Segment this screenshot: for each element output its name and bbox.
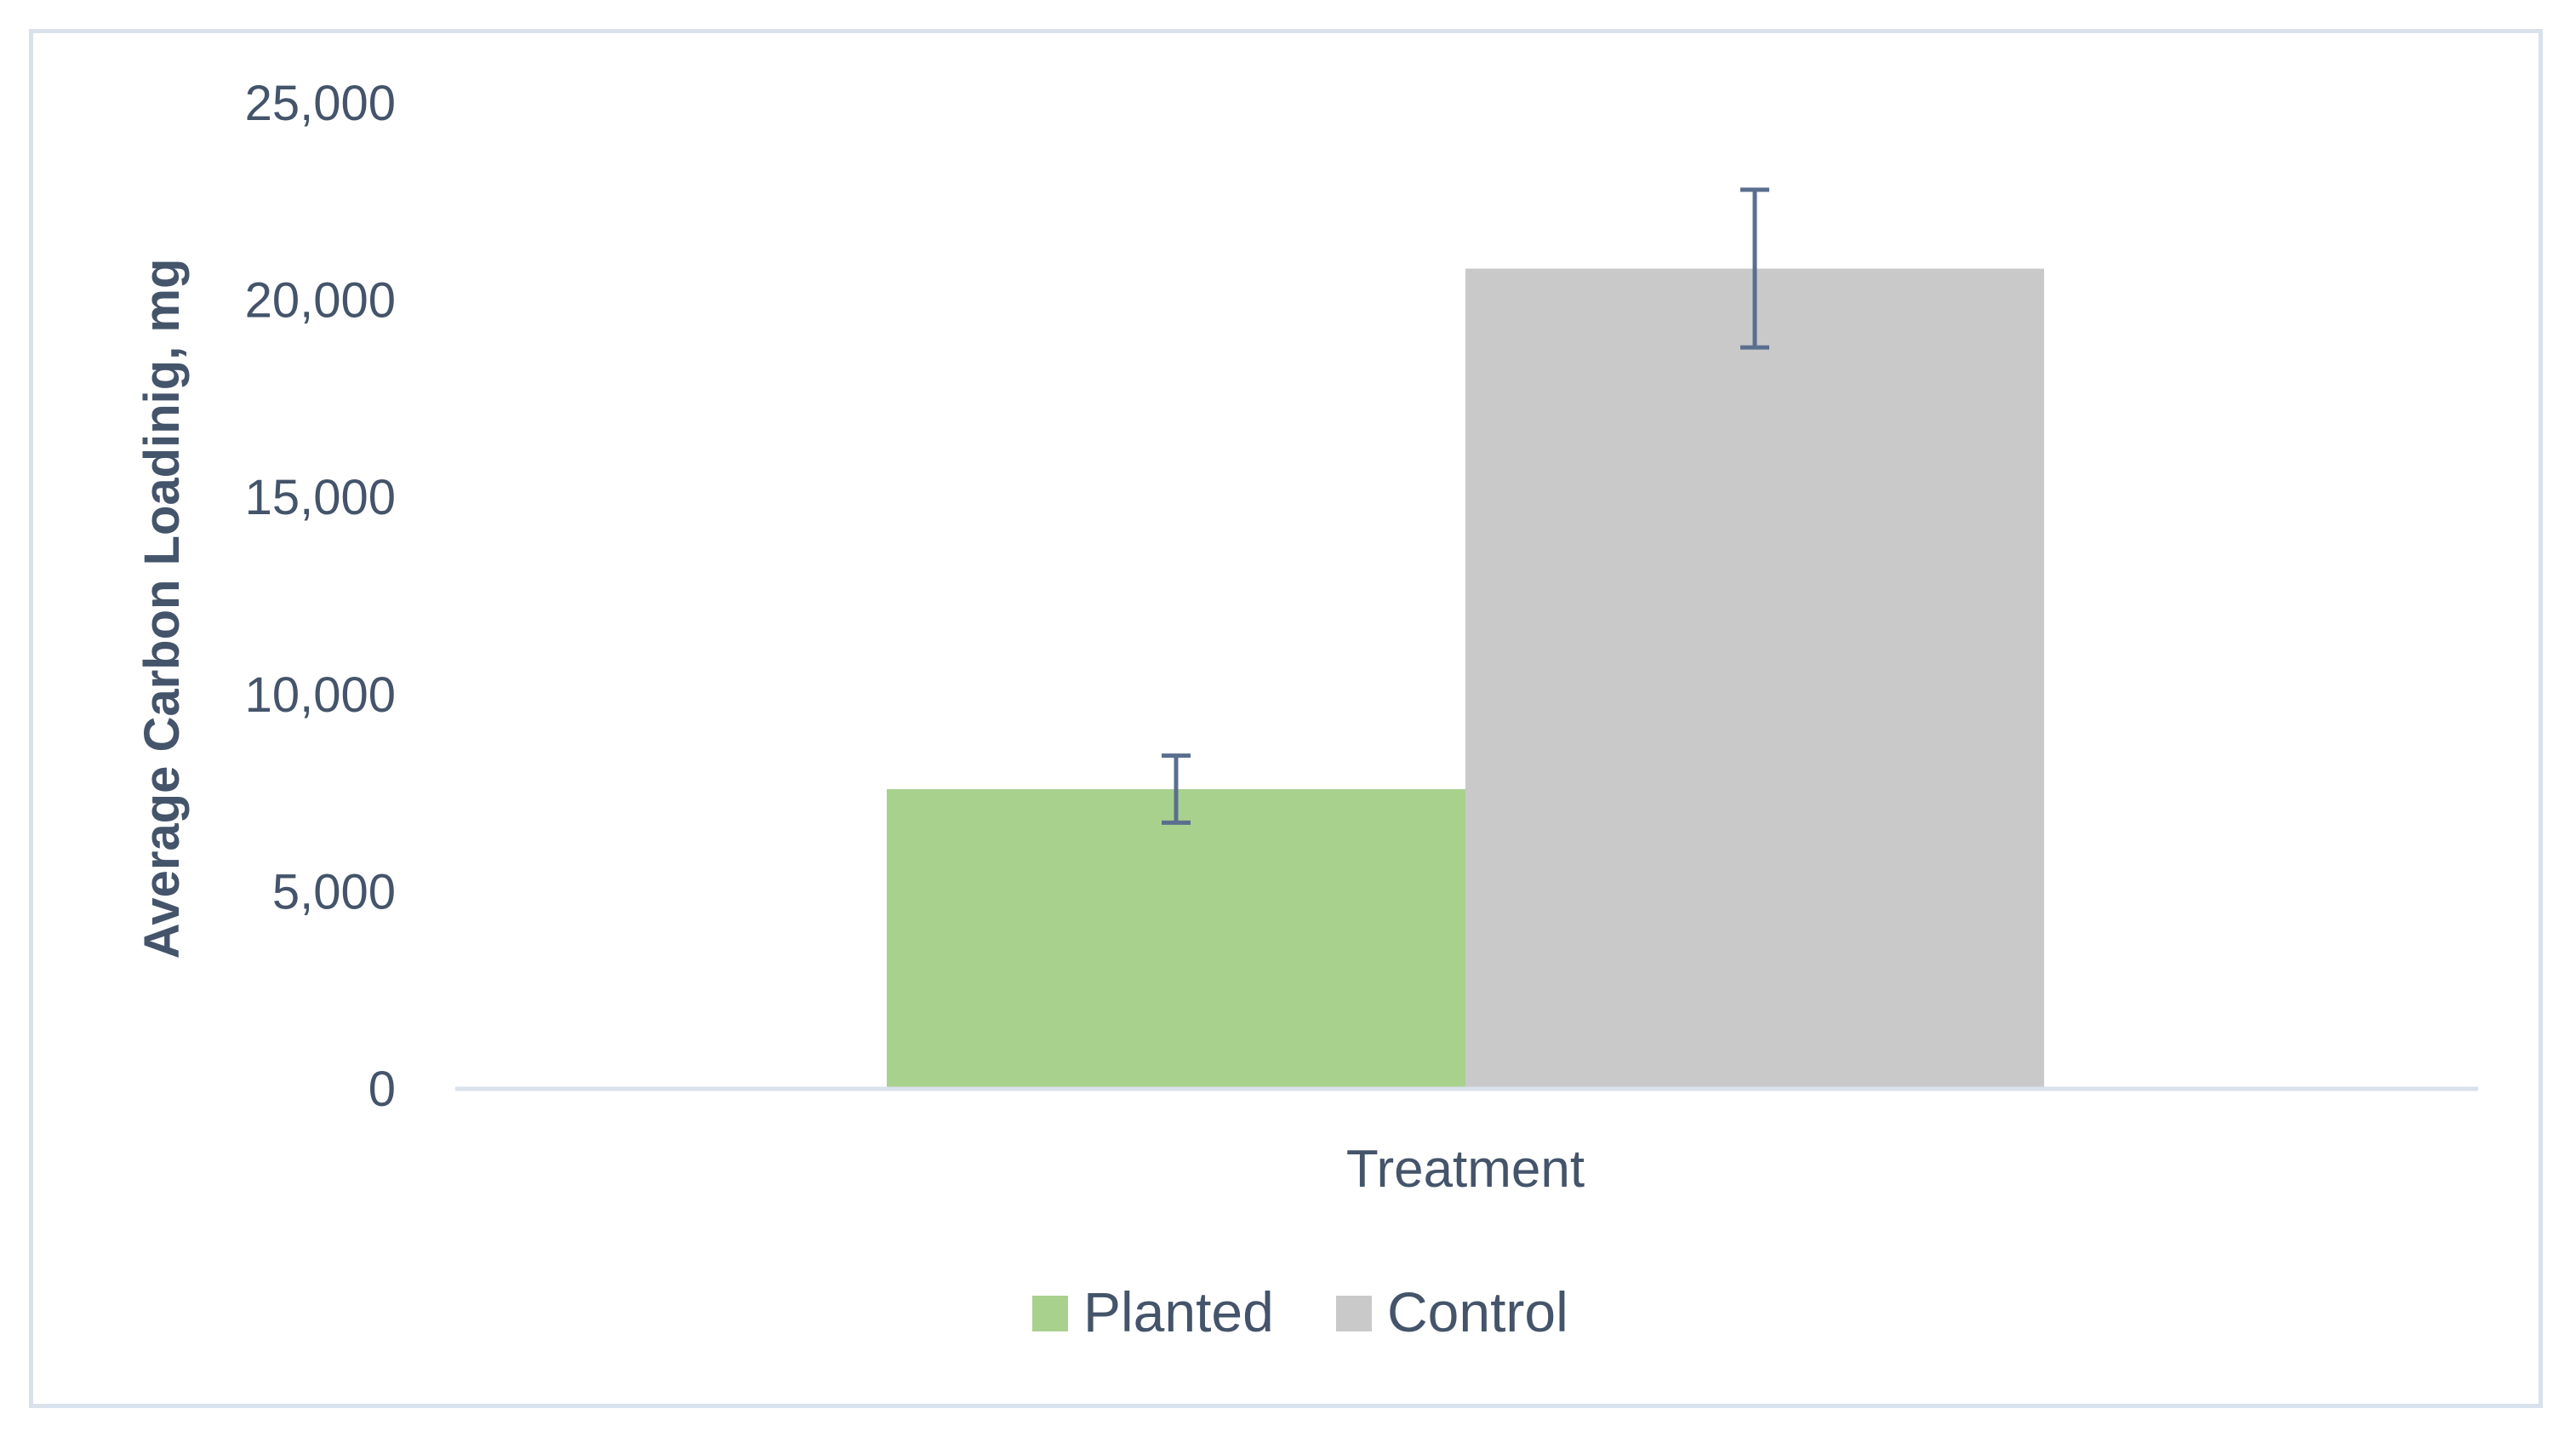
error-bar-control: [1740, 187, 1769, 350]
y-tick-label: 25,000: [245, 76, 396, 131]
bar-control: [1465, 268, 2044, 1089]
legend-label-planted: Planted: [1083, 1280, 1274, 1343]
y-tick-label: 0: [368, 1062, 396, 1117]
legend-swatch-planted: [1032, 1296, 1068, 1331]
y-tick-label: 5,000: [272, 864, 396, 919]
chart-frame: [29, 29, 2543, 1408]
y-tick-label: 10,000: [245, 667, 396, 723]
bar-planted: [887, 788, 1465, 1089]
legend: Planted Control: [1032, 1280, 1568, 1343]
x-axis-label: Treatment: [1346, 1140, 1585, 1199]
y-tick-label: 20,000: [245, 273, 396, 329]
error-bar-planted: [1162, 753, 1191, 825]
legend-label-control: Control: [1387, 1280, 1568, 1343]
legend-swatch-control: [1336, 1296, 1372, 1331]
y-tick-label: 15,000: [245, 470, 396, 525]
y-axis-label: Average Carbon Loadinig, mg: [134, 259, 190, 959]
error-bars: [1162, 187, 1769, 825]
bars: [887, 268, 2044, 1089]
y-axis-ticks: 0 5,000 10,000 15,000 20,000 25,000: [245, 76, 396, 1117]
